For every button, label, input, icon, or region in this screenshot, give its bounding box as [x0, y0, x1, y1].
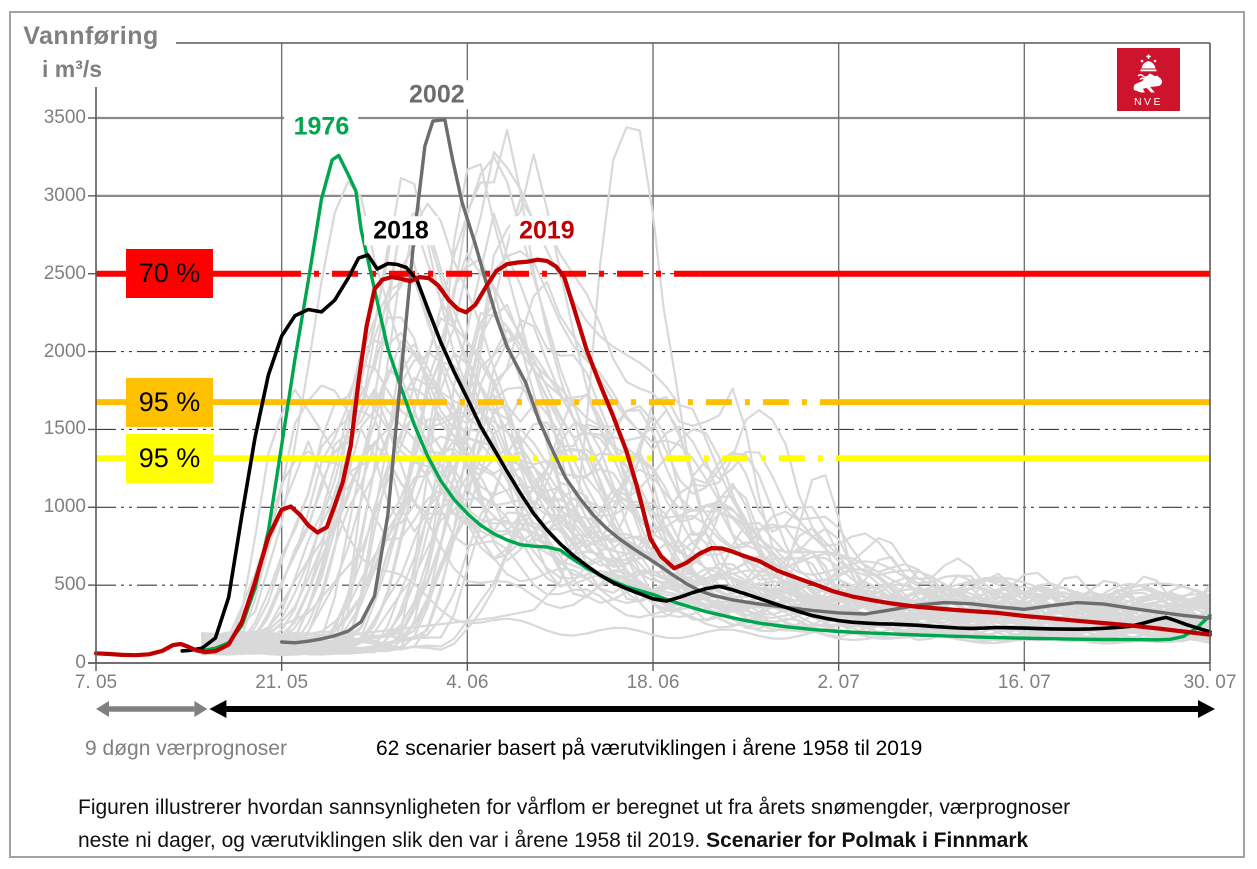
- x-tick-label-5: 16. 07: [997, 672, 1051, 693]
- y-tick-label-0: 0: [75, 652, 86, 673]
- figure-caption: Figuren illustrerer hvordan sannsynlighe…: [78, 791, 1236, 857]
- y-tick-label-1500: 1500: [43, 418, 86, 440]
- series-line-2002: [280, 117, 1212, 645]
- year-label-1976: 1976: [284, 112, 359, 143]
- scenario-line: [201, 440, 1212, 647]
- forecast-arrow-label: 9 døgn værprognoser: [85, 737, 287, 760]
- x-tick-label-6: 30. 07: [1183, 672, 1237, 693]
- scenario-line: [201, 412, 1212, 641]
- y-tick-label-2500: 2500: [43, 262, 86, 284]
- scenario-line: [201, 376, 1212, 649]
- figure-border: [9, 11, 1245, 858]
- y-tick-label-500: 500: [54, 574, 86, 596]
- y-tick-label-3000: 3000: [43, 184, 86, 206]
- chart-canvas: [88, 42, 1215, 718]
- caption-line1: Figuren illustrerer hvordan sannsynlighe…: [78, 796, 1071, 819]
- crown-icon: [1140, 54, 1157, 72]
- year-label-2019: 2019: [510, 216, 584, 246]
- scenario-line-notable-2: [201, 180, 1212, 648]
- logo-text: NVE: [1134, 96, 1163, 108]
- caption-line2: neste ni dager, og værutviklingen slik d…: [78, 829, 707, 852]
- threshold-label-box-2: 95 %: [126, 433, 213, 483]
- threshold-label-box-0: 70 %: [126, 249, 213, 299]
- nve-logo: NVE: [1117, 48, 1180, 111]
- leaping-animal-icon: [1133, 73, 1162, 93]
- x-tick-label-4: 2. 07: [817, 672, 860, 693]
- series-line-2019: [93, 257, 1213, 658]
- x-tick-label-0: 7. 05: [74, 672, 118, 693]
- year-label-2002: 2002: [400, 79, 474, 110]
- scenario-line: [201, 212, 1212, 652]
- forecast-arrow: [96, 701, 208, 717]
- scenario-arrow-label: 62 scenarier basert på værutviklingen i …: [376, 737, 923, 760]
- x-tick-label-2: 4. 06: [446, 672, 489, 693]
- y-tick-label-2000: 2000: [43, 340, 86, 362]
- year-label-2018: 2018: [364, 216, 438, 246]
- x-tick-label-1: 21. 05: [255, 672, 309, 693]
- x-tick-label-3: 18. 06: [626, 672, 680, 693]
- series-line-2018: [180, 253, 1212, 653]
- plot-frame: [88, 42, 1211, 671]
- nve-emblem: NVE: [1117, 48, 1180, 111]
- scenario-arrow: [209, 700, 1215, 718]
- y-tick-label-3500: 3500: [43, 107, 86, 128]
- caption-line2-bold: Scenarier for Polmak i Finnmark: [706, 829, 1029, 852]
- scenario-line-notable-1: [214, 155, 1212, 644]
- threshold-label-box-1: 95 %: [126, 377, 213, 427]
- gridlines: [96, 43, 1210, 663]
- y-axis-title-line2: i m³/s: [41, 56, 103, 82]
- y-axis-title-line1: Vannføring: [23, 22, 159, 50]
- y-tick-label-1000: 1000: [43, 496, 86, 518]
- scenario-line: [201, 447, 1212, 657]
